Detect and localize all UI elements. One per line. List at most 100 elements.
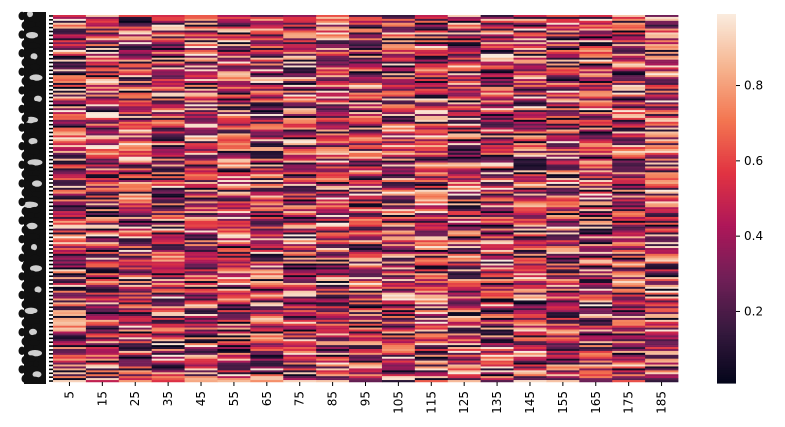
heatmap-cell — [612, 102, 646, 105]
heatmap-cell — [151, 364, 185, 367]
y-label-glyph — [21, 39, 29, 49]
heatmap-cell — [546, 263, 580, 266]
heatmap-cell — [480, 354, 514, 358]
heatmap-cell — [283, 339, 317, 342]
heatmap-cell — [513, 319, 547, 323]
heatmap-cell — [316, 26, 350, 29]
heatmap-cell — [53, 141, 87, 144]
heatmap-cell — [217, 191, 251, 194]
heatmap-cell — [85, 282, 120, 286]
heatmap-cell — [447, 207, 482, 210]
heatmap-cell — [85, 18, 120, 22]
heatmap-cell — [53, 240, 87, 243]
heatmap-cell — [151, 36, 185, 39]
heatmap-cell — [381, 193, 416, 196]
heatmap-cell — [184, 18, 218, 22]
colorbar-segment — [717, 316, 736, 320]
heatmap-cell — [381, 248, 416, 251]
heatmap-cell — [414, 230, 449, 233]
colorbar-segment — [717, 198, 736, 201]
colorbar-segment — [717, 253, 736, 257]
heatmap-cell — [85, 176, 120, 179]
heatmap-cell — [579, 327, 613, 330]
heatmap-cell — [381, 98, 416, 101]
heatmap-cell — [447, 36, 482, 39]
heatmap-cell — [217, 135, 251, 138]
heatmap-cell — [447, 168, 482, 171]
y-label-glyph — [21, 188, 29, 197]
heatmap-cell — [316, 139, 350, 142]
heatmap-cell — [645, 218, 679, 222]
heatmap-cell — [151, 137, 185, 140]
heatmap-cell — [53, 271, 87, 274]
heatmap-cell — [513, 94, 547, 97]
y-label-glyph — [26, 233, 40, 240]
heatmap-cell — [250, 236, 284, 239]
y-label-glyph — [21, 355, 29, 365]
heatmap-cell — [250, 106, 284, 109]
heatmap-cell — [381, 125, 416, 128]
heatmap-cell — [612, 201, 646, 204]
heatmap-cell — [118, 267, 153, 270]
heatmap-cell — [513, 312, 547, 315]
colorbar-segment — [717, 109, 736, 113]
heatmap-cell — [480, 360, 514, 363]
heatmap-cell — [513, 127, 547, 130]
heatmap-cell — [612, 28, 646, 31]
heatmap-cell — [480, 94, 514, 97]
heatmap-cell — [645, 81, 679, 84]
heatmap-cell — [316, 22, 350, 25]
heatmap-cell — [250, 156, 284, 159]
y-label-glyph — [25, 42, 41, 49]
colorbar-segment — [717, 69, 736, 72]
colorbar-segment — [717, 196, 736, 200]
heatmap-cell — [53, 22, 87, 25]
heatmap-cell — [85, 306, 120, 309]
heatmap-cell — [381, 81, 416, 84]
heatmap-cell — [480, 323, 514, 326]
heatmap-cell — [184, 211, 218, 214]
heatmap-cell — [645, 183, 679, 187]
heatmap-cell — [546, 302, 580, 305]
heatmap-cell — [217, 73, 251, 76]
heatmap-cell — [118, 339, 153, 342]
heatmap-cell — [250, 352, 284, 356]
heatmap-cell — [381, 42, 416, 45]
heatmap-cell — [414, 273, 449, 276]
y-label-glyph — [26, 21, 36, 28]
colorbar-segment — [717, 275, 736, 279]
heatmap-cell — [283, 298, 317, 301]
heatmap-cell — [53, 129, 87, 132]
heatmap-cell — [381, 267, 416, 270]
heatmap-cell — [480, 238, 514, 241]
y-label-glyph — [30, 265, 42, 272]
heatmap-cell — [283, 185, 317, 189]
heatmap-cell — [53, 67, 87, 70]
heatmap-cell — [316, 32, 350, 35]
heatmap-cell — [381, 46, 416, 49]
heatmap-cell — [612, 282, 646, 286]
heatmap-cell — [447, 135, 482, 138]
heatmap-cell — [579, 362, 613, 365]
heatmap-cell — [85, 147, 120, 150]
heatmap-cell — [612, 36, 646, 39]
heatmap-cell — [579, 160, 613, 163]
heatmap-cell — [283, 308, 317, 311]
heatmap-cell — [250, 195, 284, 198]
heatmap-cell — [480, 255, 514, 258]
heatmap-cell — [381, 36, 416, 39]
heatmap-cell — [316, 51, 350, 55]
heatmap-cell — [579, 67, 613, 70]
colorbar-segment — [717, 28, 736, 32]
heatmap-cell — [546, 347, 580, 350]
heatmap-cell — [349, 117, 383, 121]
heatmap-cell — [283, 201, 317, 204]
colorbar-segment — [717, 246, 736, 249]
heatmap-cell — [645, 224, 679, 227]
heatmap-cell — [316, 20, 350, 24]
heatmap-cell — [349, 347, 383, 350]
heatmap-cell — [184, 348, 218, 352]
colorbar-segment — [717, 355, 736, 358]
heatmap-cell — [217, 123, 251, 126]
heatmap-cell — [217, 364, 251, 367]
